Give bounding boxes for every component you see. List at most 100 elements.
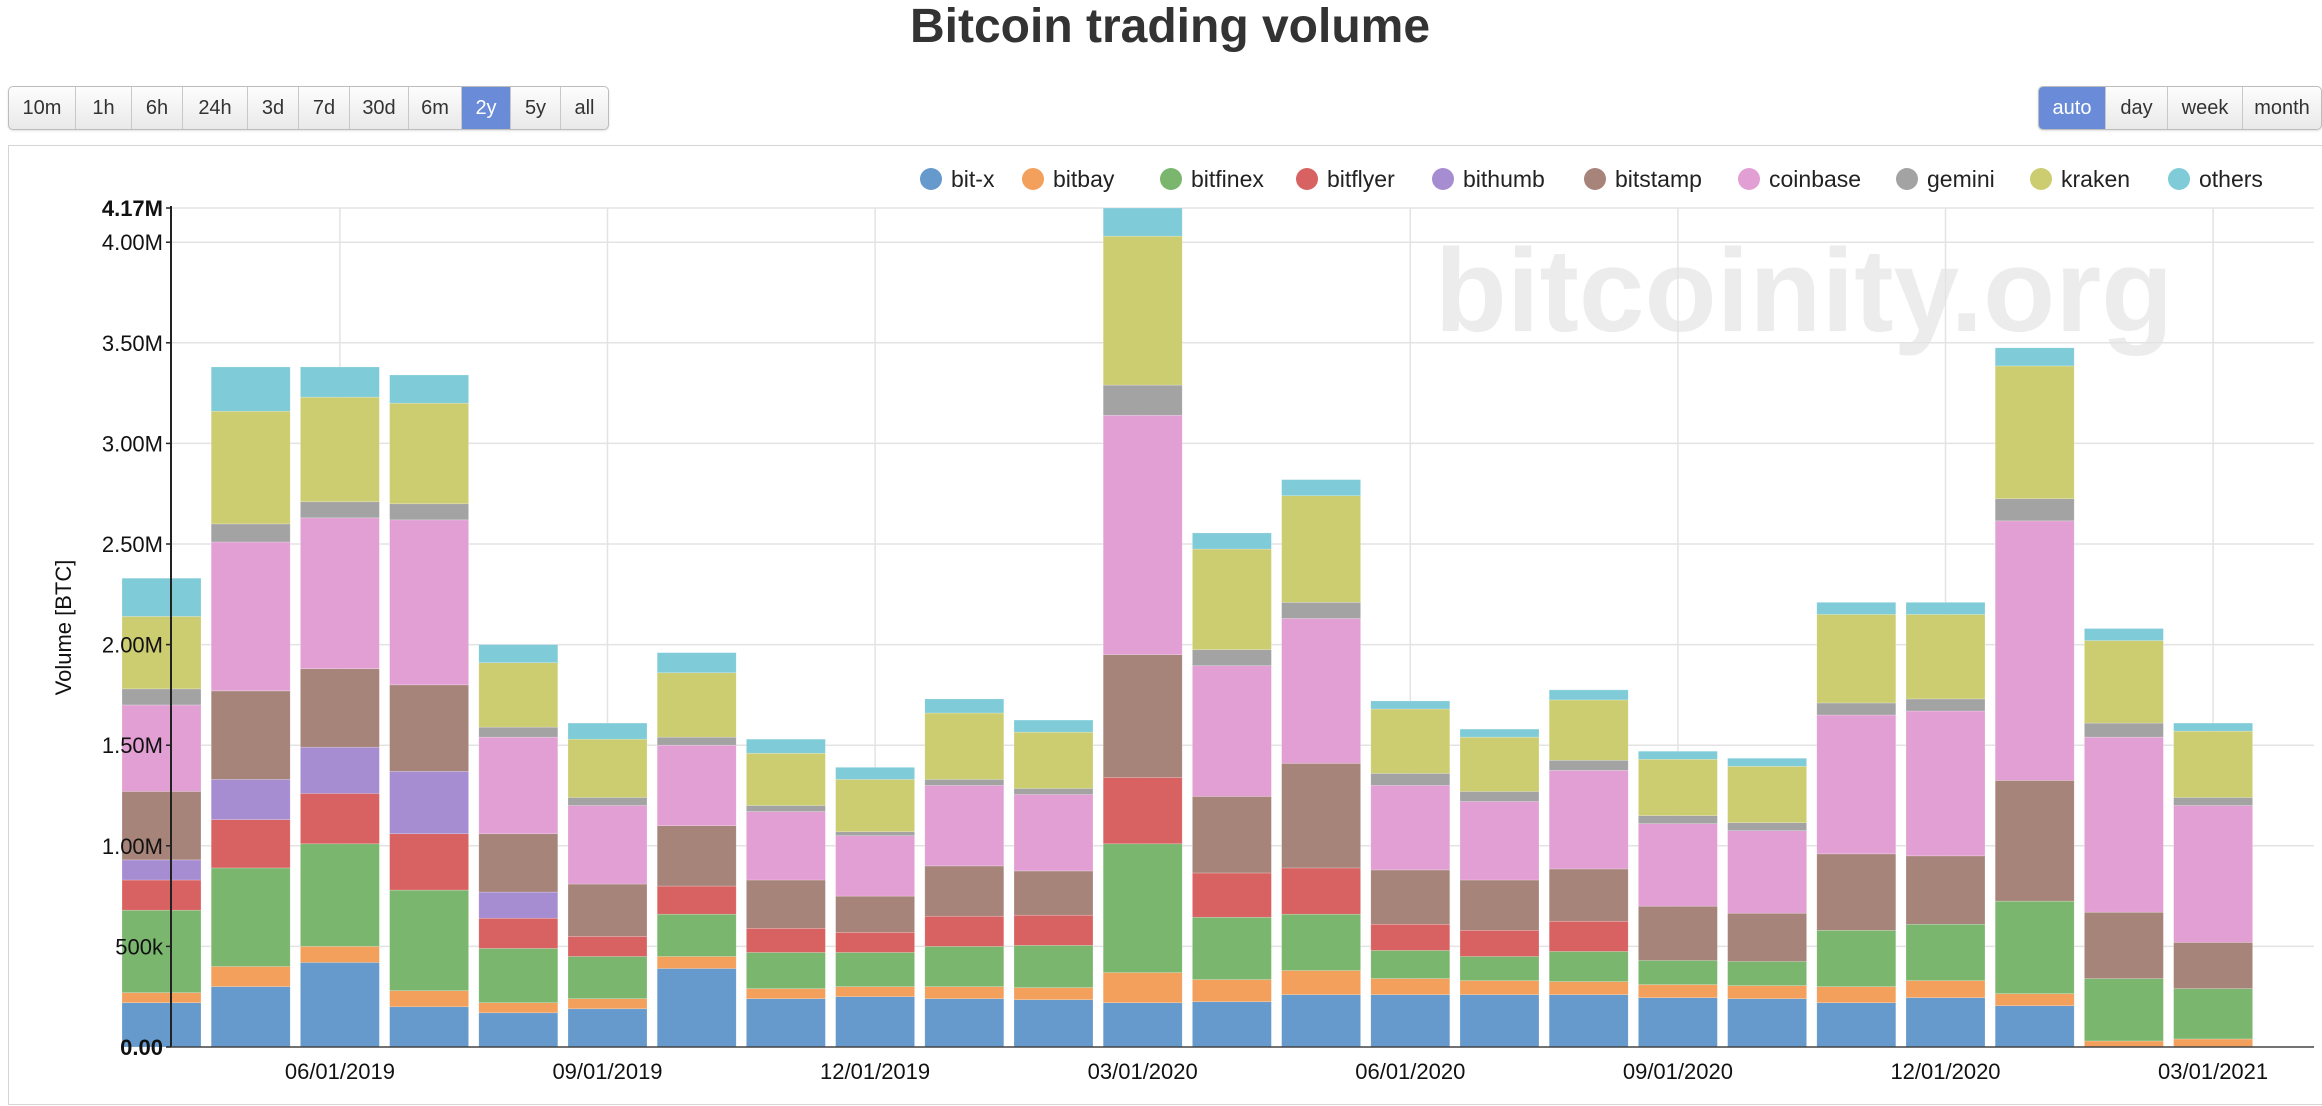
legend-swatch	[1896, 168, 1918, 190]
x-tick-label: 06/01/2019	[285, 1059, 395, 1084]
bar-segment-bitstamp	[1459, 879, 1540, 931]
legend-swatch	[1022, 168, 1044, 190]
bar-segment-bitbay	[389, 990, 469, 1008]
y-axis-label: Volume [BTC]	[51, 560, 76, 696]
resolution-button-day[interactable]: day	[2106, 87, 2168, 129]
bar-segment-others	[1905, 602, 1986, 615]
bar-segment-gemini	[567, 797, 648, 806]
legend-item-kraken: kraken	[2030, 166, 2130, 192]
bar-segment-kraken	[1013, 731, 1094, 789]
bar-segment-bitflyer	[210, 819, 291, 869]
legend-item-bitflyer: bitflyer	[1296, 166, 1395, 192]
bar-segment-gemini	[300, 501, 380, 519]
x-tick-label: 06/01/2020	[1355, 1059, 1465, 1084]
range-button-3d[interactable]: 3d	[248, 87, 299, 129]
bar-segment-bitfinex	[1013, 945, 1094, 988]
legend-item-gemini: gemini	[1896, 166, 1995, 192]
bar-segment-bitstamp	[389, 684, 469, 772]
bar-segment-gemini	[1994, 498, 2075, 522]
bar-segment-kraken	[1548, 699, 1629, 761]
bar-segment-gemini	[210, 523, 291, 543]
bar-segment-bitbay	[121, 992, 202, 1004]
range-button-all[interactable]: all	[574, 96, 595, 119]
bar-segment-gemini	[1459, 791, 1540, 802]
bar-segment-bitbay	[1994, 993, 2075, 1007]
bar-segment-kraken	[1281, 495, 1361, 603]
range-button-7d[interactable]: 7d	[299, 87, 350, 129]
bar-segment-bithumb	[478, 891, 559, 919]
resolution-button-auto[interactable]: auto	[2039, 87, 2106, 129]
bar-segment-bitflyer	[300, 793, 380, 845]
bar-segment-bitfinex	[1548, 951, 1629, 982]
range-button-6h[interactable]: 6h	[132, 87, 183, 129]
bar-segment-bitbay	[924, 986, 1005, 1000]
time-range-selector: 10m 1h 6h 24h 3d 7d 30d 6m 2y 5y all	[8, 86, 609, 130]
bar-segment-bitfinex	[389, 889, 469, 991]
bar-segment-bitstamp	[2173, 942, 2253, 989]
bar-segment-coinbase	[1548, 770, 1629, 870]
bar-segment-bitbay	[2173, 1038, 2253, 1048]
bar-segment-gemini	[1727, 822, 1807, 832]
y-tick-label: 2.50M	[102, 532, 163, 557]
legend-swatch	[920, 168, 942, 190]
y-tick-label: 4.17M	[102, 196, 163, 221]
range-button-10m[interactable]: 10m	[9, 87, 76, 129]
range-button-1h[interactable]: 1h	[76, 87, 132, 129]
bar-segment-kraken	[1459, 736, 1540, 792]
resolution-button-week[interactable]: week	[2168, 87, 2243, 129]
bar-segment-bitfinex	[1102, 843, 1183, 973]
legend-item-bit-x: bit-x	[920, 166, 995, 192]
bar-segment-others	[1370, 700, 1451, 710]
bar-segment-bitstamp	[121, 791, 202, 861]
x-tick-label: 12/01/2020	[1890, 1059, 2000, 1084]
bar-segment-bitstamp	[1548, 868, 1629, 922]
bar-segment-coinbase	[210, 541, 291, 692]
resolution-button-month[interactable]: month	[2254, 96, 2310, 119]
bar-segment-bitflyer	[567, 936, 648, 957]
bar-segment-bit-x	[1638, 997, 1718, 1048]
bar-segment-coinbase	[1013, 794, 1094, 872]
bar-segment-gemini	[746, 805, 826, 812]
bar-segment-kraken	[746, 752, 826, 806]
bar-segment-bitbay	[835, 986, 915, 998]
bar-segment-coinbase	[2084, 736, 2164, 913]
bar-segment-kraken	[1370, 708, 1451, 774]
range-button-24h[interactable]: 24h	[183, 87, 248, 129]
y-tick-label: 1.50M	[102, 733, 163, 758]
bar-segment-bitfinex	[656, 913, 737, 957]
x-tick-label: 03/01/2020	[1088, 1059, 1198, 1084]
bar-segment-kraken	[656, 672, 737, 738]
bar-segment-kraken	[478, 662, 559, 728]
bar-segment-bit-x	[1192, 1001, 1272, 1048]
bar-segment-bitbay	[656, 956, 737, 969]
bar-segment-bitbay	[2084, 1040, 2164, 1048]
bar-segment-bitstamp	[478, 833, 559, 893]
bar-segment-bitbay	[1370, 978, 1451, 995]
bar-segment-others	[300, 366, 380, 398]
bar-segment-gemini	[2173, 797, 2253, 806]
bar-segment-bitbay	[1459, 980, 1540, 995]
bar-segment-bitstamp	[1192, 796, 1272, 874]
bar-segment-bitbay	[1638, 984, 1718, 999]
bar-segment-bit-x	[1013, 999, 1094, 1048]
legend-swatch	[1432, 168, 1454, 190]
bar-segment-bitflyer	[1281, 867, 1361, 915]
bar-segment-bitstamp	[1994, 780, 2075, 902]
legend-item-bitbay: bitbay	[1022, 166, 1115, 192]
range-button-30d[interactable]: 30d	[350, 87, 409, 129]
bar-segment-bitbay	[1281, 970, 1361, 995]
bar-segment-bithumb	[210, 779, 291, 820]
bar-segment-kraken	[121, 616, 202, 690]
bar-segment-bitflyer	[1192, 872, 1272, 918]
range-button-5y[interactable]: 5y	[511, 87, 561, 129]
bar-segment-others	[1548, 689, 1629, 701]
range-button-6m[interactable]: 6m	[409, 87, 462, 129]
bar-segment-coinbase	[121, 704, 202, 792]
range-button-2y[interactable]: 2y	[462, 87, 511, 129]
bar-segment-bitstamp	[300, 668, 380, 748]
x-tick-label: 12/01/2019	[820, 1059, 930, 1084]
bar-segment-bitstamp	[1727, 912, 1807, 962]
legend-label: others	[2199, 166, 2263, 192]
x-tick-label: 03/01/2021	[2158, 1059, 2268, 1084]
bar-segment-coinbase	[1905, 710, 1986, 857]
